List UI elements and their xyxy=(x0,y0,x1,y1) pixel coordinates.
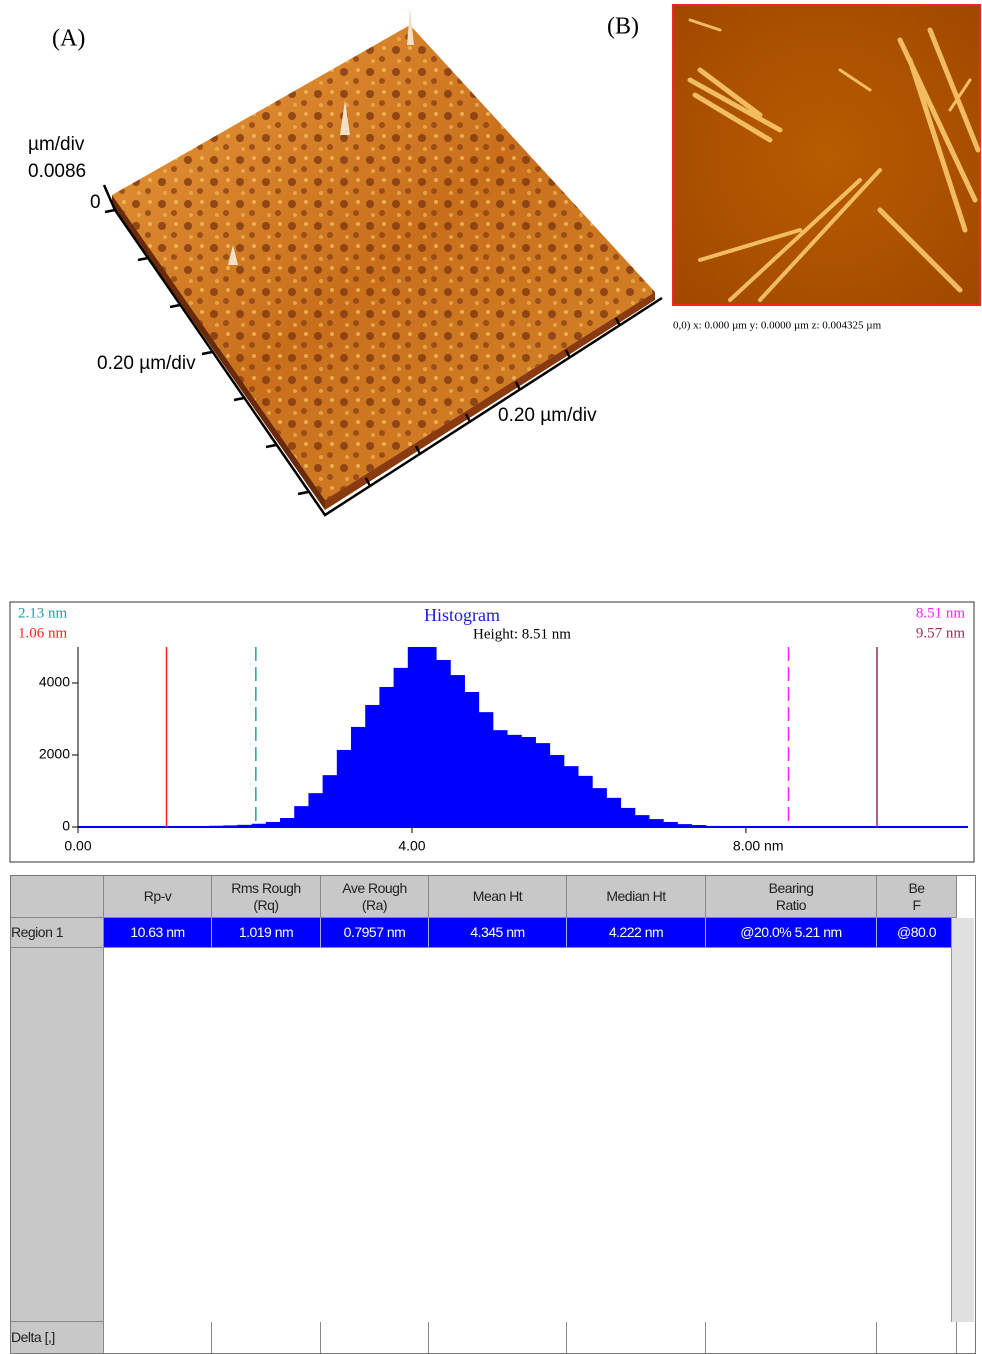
bar xyxy=(592,788,607,827)
bar xyxy=(564,766,579,827)
bar xyxy=(422,647,437,827)
footer-cell xyxy=(429,1322,567,1354)
figure: (A) µm/div 0.0086 0 0.20 µm/div 0.20 µm/… xyxy=(0,0,982,870)
x-tick-label: 4.00 xyxy=(398,838,425,854)
bar xyxy=(436,660,451,827)
footer-cell xyxy=(877,1322,957,1354)
bar xyxy=(536,743,551,827)
row-header: Region 1 xyxy=(11,918,104,948)
z-min: 0 xyxy=(90,192,101,213)
afm-image xyxy=(673,5,980,305)
chart-title: Histogram xyxy=(424,605,500,625)
bar xyxy=(606,798,621,827)
corner-cell xyxy=(11,876,104,918)
column-header: Bearing Ratio xyxy=(706,876,877,918)
column-header: Rp-v xyxy=(104,876,212,918)
bar xyxy=(465,692,480,827)
scrollbar[interactable] xyxy=(951,918,974,1322)
column-header: Median Ht xyxy=(567,876,706,918)
marker-label: 9.57 nm xyxy=(916,625,966,641)
footer-cell xyxy=(104,1322,212,1354)
marker-label: 1.06 nm xyxy=(18,625,68,641)
bar xyxy=(521,737,536,827)
x-tick-label: 8.00 nm xyxy=(733,838,784,854)
bar xyxy=(550,755,565,827)
bar xyxy=(323,775,338,827)
column-header: Rms Rough (Rq) xyxy=(212,876,321,918)
bar xyxy=(394,668,409,827)
bar xyxy=(351,727,366,827)
panel-label: (A) xyxy=(52,26,85,52)
bar xyxy=(507,735,522,827)
afm-texture xyxy=(112,25,655,500)
y-scale: 0.20 µm/div xyxy=(97,353,196,374)
chart-subtitle: Height: 8.51 nm xyxy=(473,626,571,642)
bar xyxy=(408,647,423,827)
column-header: Ave Rough (Ra) xyxy=(321,876,429,918)
bar xyxy=(649,819,664,827)
bar xyxy=(308,793,323,827)
bar xyxy=(621,808,636,827)
table-cell: 4.345 nm xyxy=(429,918,567,948)
x-scale: 0.20 µm/div xyxy=(498,405,597,426)
bar xyxy=(365,705,380,827)
bar xyxy=(450,675,465,827)
bar xyxy=(337,750,352,827)
column-header: Mean Ht xyxy=(429,876,567,918)
panel-label: (B) xyxy=(607,14,639,40)
footer-cell xyxy=(212,1322,321,1354)
bar xyxy=(479,712,494,827)
bar xyxy=(280,818,295,827)
bar xyxy=(493,730,508,827)
marker-label: 8.51 nm xyxy=(916,605,966,621)
y-tick-label: 4000 xyxy=(39,674,70,690)
table-cell: @20.0% 5.21 nm xyxy=(706,918,877,948)
bar xyxy=(578,776,593,827)
table-cell: @80.0 xyxy=(877,918,957,948)
table-cell: 10.63 nm xyxy=(104,918,212,948)
cursor-readout: 0,0) x: 0.000 µm y: 0.0000 µm z: 0.00432… xyxy=(673,320,882,332)
row-header-column xyxy=(11,948,104,1322)
x-tick-label: 0.00 xyxy=(64,838,91,854)
bar xyxy=(294,806,309,827)
marker-label: 2.13 nm xyxy=(18,605,68,621)
z-unit: µm/div xyxy=(28,134,85,155)
z-max: 0.0086 xyxy=(28,161,86,182)
footer-cell xyxy=(706,1322,877,1354)
table-cell: 0.7957 nm xyxy=(321,918,429,948)
footer-cell xyxy=(567,1322,706,1354)
y-tick-label: 0 xyxy=(62,818,70,834)
table-cell: 4.222 nm xyxy=(567,918,706,948)
row-header: Delta [,] xyxy=(11,1322,104,1354)
bar xyxy=(635,815,650,827)
footer-cell xyxy=(321,1322,429,1354)
bar xyxy=(379,687,394,827)
page: (A) µm/div 0.0086 0 0.20 µm/div 0.20 µm/… xyxy=(0,0,982,1352)
table-cell: 1.019 nm xyxy=(212,918,321,948)
column-header: Be F xyxy=(877,876,957,918)
y-tick-label: 2000 xyxy=(39,746,70,762)
